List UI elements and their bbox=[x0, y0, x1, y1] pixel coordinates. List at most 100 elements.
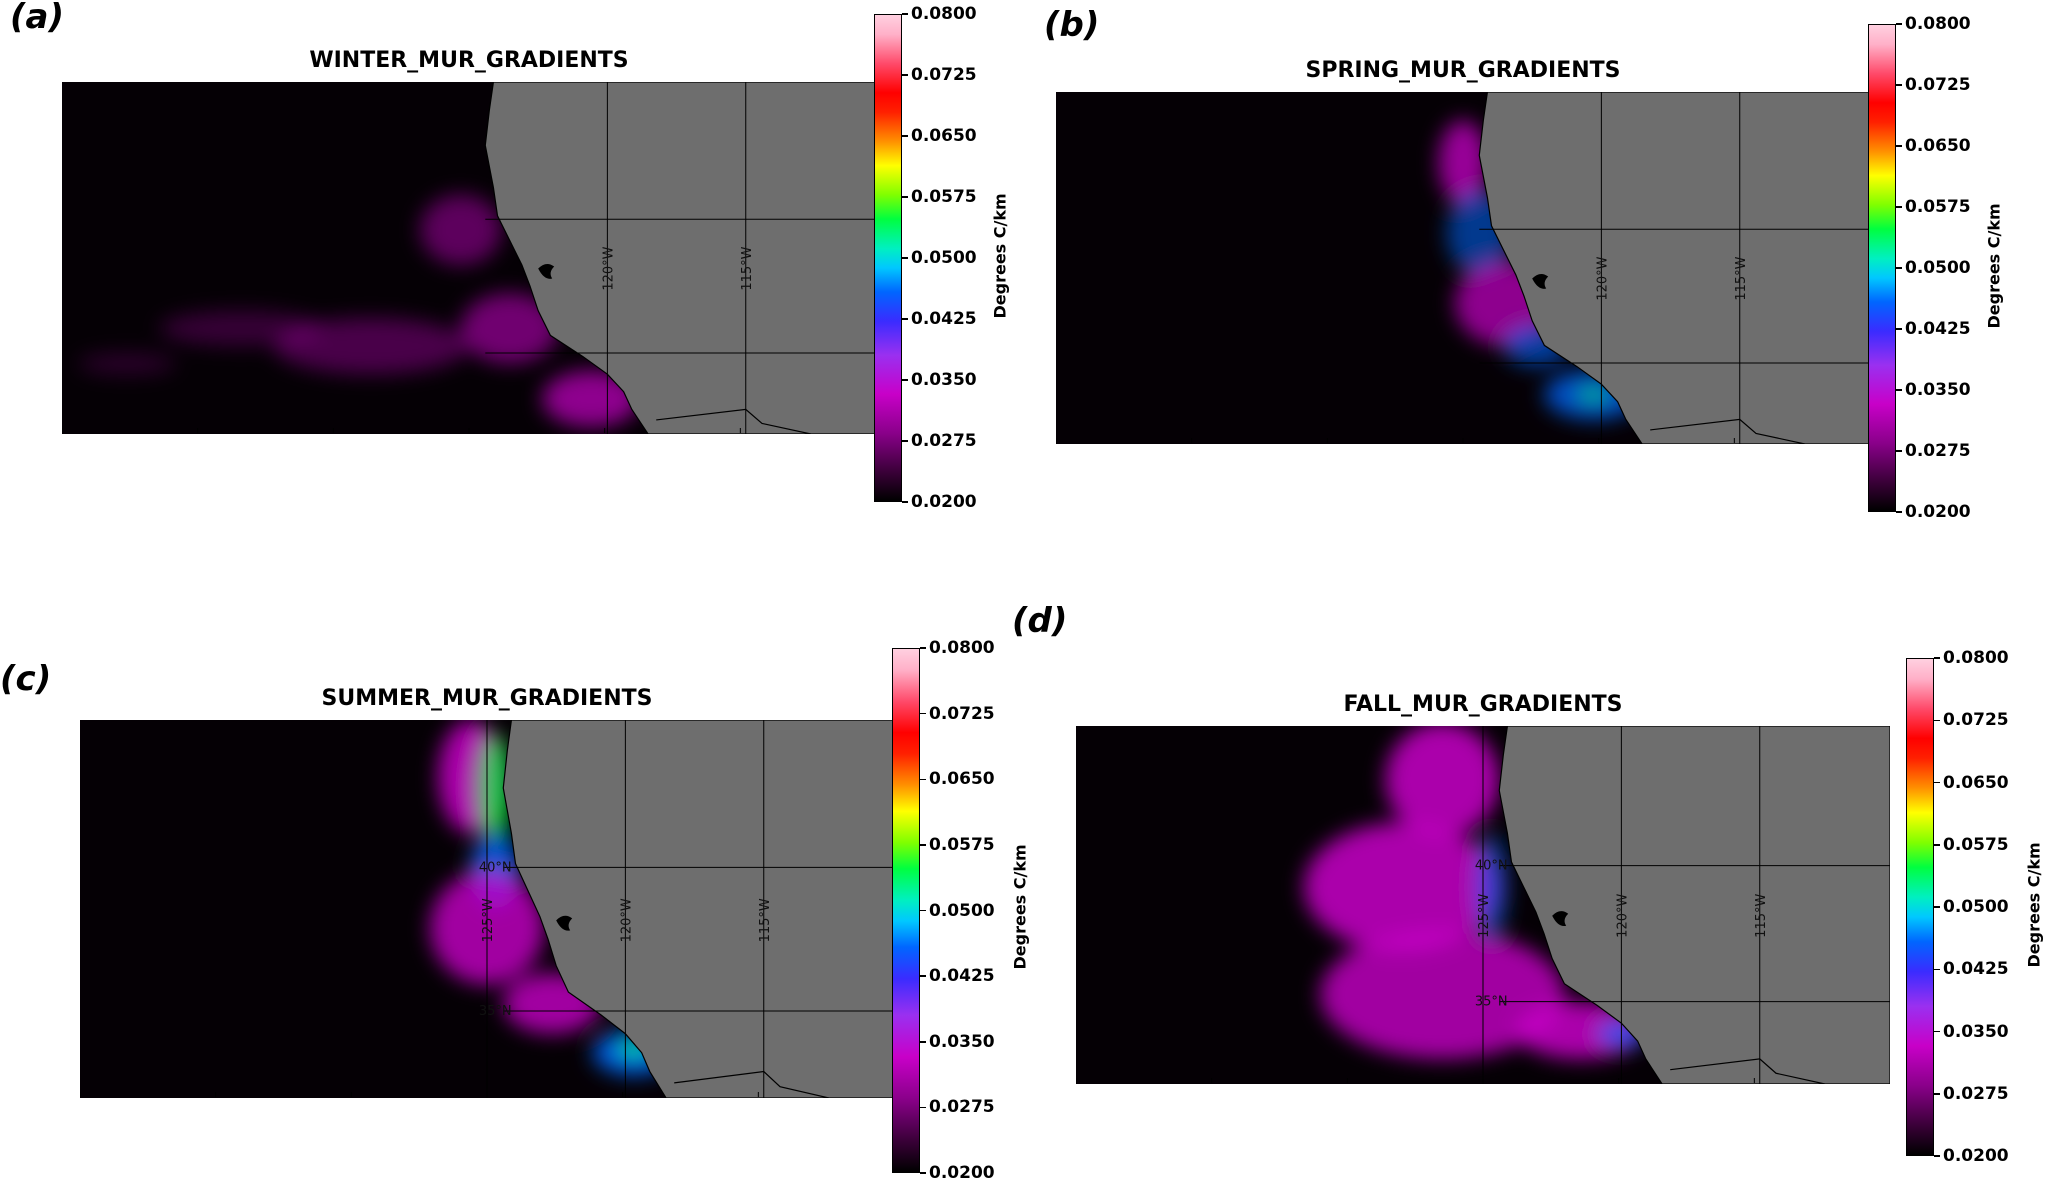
longitude-label: 120°W bbox=[601, 246, 616, 290]
colorbar-tick-label: 0.0200 bbox=[1905, 502, 1971, 522]
colorbar-tick-mark bbox=[902, 318, 908, 320]
colorbar-tick-label: 0.0275 bbox=[911, 431, 977, 451]
gradient-patch bbox=[460, 293, 559, 364]
colorbar-tick-mark bbox=[920, 712, 926, 715]
colorbar-tick-mark bbox=[902, 13, 908, 15]
colorbar-tick-mark bbox=[902, 440, 908, 442]
panel-title-b: SPRING_MUR_GRADIENTS bbox=[1305, 58, 1621, 83]
colorbar-tick-mark bbox=[1934, 968, 1940, 970]
latitude-label: 35°N bbox=[1475, 995, 1508, 1010]
latitude-label: 40°N bbox=[1475, 859, 1508, 874]
gradient-patch bbox=[1438, 120, 1488, 205]
colorbar-tick-label: 0.0275 bbox=[1905, 441, 1971, 461]
colorbar-tick-label: 0.0575 bbox=[929, 834, 995, 855]
map-svg-a: 120°W 115°W bbox=[62, 82, 876, 434]
bay-shape bbox=[1552, 911, 1569, 927]
colorbar-tick-mark bbox=[1896, 267, 1902, 269]
map-a: 120°W 115°W bbox=[62, 82, 876, 434]
map-svg-d: 125°W 120°W 115°W 40°N 35°N bbox=[1076, 726, 1890, 1084]
colorbar-label-a: Degrees C/km bbox=[990, 193, 1010, 319]
longitude-label: 125°W bbox=[481, 898, 496, 942]
colorbar-tick-label: 0.0200 bbox=[1943, 1146, 2009, 1166]
bay-shape bbox=[556, 915, 573, 931]
colorbar-tick-mark bbox=[1896, 389, 1902, 391]
longitude-label: 115°W bbox=[1754, 894, 1769, 938]
colorbar-tick-mark bbox=[920, 1041, 926, 1043]
colorbar-tick-mark bbox=[902, 379, 908, 381]
colorbar-tick-mark bbox=[920, 844, 926, 846]
longitude-label: 125°W bbox=[1477, 894, 1492, 938]
longitude-label: 115°W bbox=[740, 246, 755, 290]
land-area bbox=[1478, 92, 1870, 444]
panel-title-c: SUMMER_MUR_GRADIENTS bbox=[321, 686, 653, 711]
colorbar-tick-label: 0.0575 bbox=[1943, 834, 2009, 855]
colorbar-tick-label: 0.0650 bbox=[1943, 772, 2009, 793]
longitude-label: 115°W bbox=[1734, 256, 1749, 300]
border-line bbox=[656, 408, 812, 434]
colorbar-tick-label: 0.0575 bbox=[911, 187, 977, 207]
gradient-patch bbox=[420, 194, 502, 266]
gradient-patch bbox=[1303, 822, 1500, 952]
bay-shape bbox=[538, 263, 555, 279]
colorbar-tick-mark bbox=[1896, 145, 1902, 147]
colorbar-tick-label: 0.0725 bbox=[1943, 710, 2009, 731]
colorbar-b bbox=[1868, 24, 1896, 512]
bay-shape bbox=[1532, 273, 1549, 289]
colorbar-tick-label: 0.0725 bbox=[929, 703, 995, 724]
gradient-patch bbox=[1320, 930, 1565, 1059]
colorbar-tick-mark bbox=[1934, 657, 1940, 659]
panel-title-d: FALL_MUR_GRADIENTS bbox=[1343, 692, 1623, 717]
colorbar-a bbox=[874, 14, 902, 502]
gradient-field bbox=[78, 194, 640, 427]
colorbar-tick-label: 0.0350 bbox=[911, 370, 977, 390]
colorbar-tick-label: 0.0800 bbox=[1943, 648, 2009, 668]
colorbar-tick-mark bbox=[920, 647, 926, 649]
latitude-label: 40°N bbox=[479, 860, 512, 875]
colorbar-tick-label: 0.0500 bbox=[1905, 258, 1971, 278]
colorbar-tick-mark bbox=[1934, 781, 1940, 784]
colorbar-tick-mark bbox=[1896, 84, 1902, 86]
colorbar-tick-label: 0.0800 bbox=[929, 638, 995, 658]
colorbar-tick-label: 0.0800 bbox=[911, 4, 977, 24]
colorbar-tick-mark bbox=[1896, 206, 1902, 208]
colorbar-tick-mark bbox=[1934, 719, 1940, 721]
colorbar-tick-label: 0.0425 bbox=[1905, 319, 1971, 339]
colorbar-tick-label: 0.0350 bbox=[929, 1031, 995, 1052]
colorbar-label-c: Degrees C/km bbox=[1010, 844, 1030, 970]
colorbar-c bbox=[892, 648, 920, 1173]
colorbar-tick-mark bbox=[1934, 844, 1940, 846]
longitude-label: 120°W bbox=[619, 898, 634, 942]
colorbar-tick-label: 0.0500 bbox=[1943, 897, 2009, 917]
panel-label-a: (a) bbox=[10, 0, 65, 37]
gradient-patch bbox=[78, 353, 176, 375]
gradient-patch bbox=[159, 310, 323, 346]
map-d: 125°W 120°W 115°W 40°N 35°N bbox=[1076, 726, 1890, 1084]
latitude-label: 35°N bbox=[479, 1004, 512, 1019]
colorbar-tick-mark bbox=[902, 257, 908, 259]
colorbar-tick-mark bbox=[1934, 1030, 1940, 1033]
colorbar-tick-label: 0.0425 bbox=[1943, 959, 2009, 980]
colorbar-tick-mark bbox=[920, 1106, 926, 1109]
colorbar-tick-label: 0.0350 bbox=[1943, 1021, 2009, 1042]
longitude-label: 115°W bbox=[758, 898, 773, 942]
land-area bbox=[1498, 726, 1890, 1084]
longitude-label: 120°W bbox=[1615, 894, 1630, 938]
colorbar-tick-label: 0.0650 bbox=[1905, 136, 1971, 156]
colorbar-tick-mark bbox=[902, 501, 908, 503]
colorbar-tick-label: 0.0725 bbox=[1905, 75, 1971, 95]
colorbar-tick-label: 0.0650 bbox=[911, 126, 977, 146]
border-line bbox=[674, 1070, 830, 1098]
colorbar-tick-mark bbox=[902, 74, 908, 76]
colorbar-tick-label: 0.0425 bbox=[911, 309, 977, 329]
colorbar-tick-label: 0.0275 bbox=[1943, 1083, 2009, 1104]
land-area bbox=[484, 82, 876, 434]
panel-label-d: (d) bbox=[1012, 601, 1068, 641]
map-b: 120°W 115°W bbox=[1056, 92, 1870, 444]
colorbar-tick-label: 0.0200 bbox=[929, 1163, 995, 1183]
colorbar-label-b: Degrees C/km bbox=[1984, 203, 2004, 329]
colorbar-tick-mark bbox=[1896, 511, 1902, 513]
colorbar-tick-label: 0.0500 bbox=[911, 248, 977, 268]
map-svg-b: 120°W 115°W bbox=[1056, 92, 1870, 444]
colorbar-tick-mark bbox=[920, 975, 926, 977]
colorbar-tick-mark bbox=[920, 909, 926, 912]
